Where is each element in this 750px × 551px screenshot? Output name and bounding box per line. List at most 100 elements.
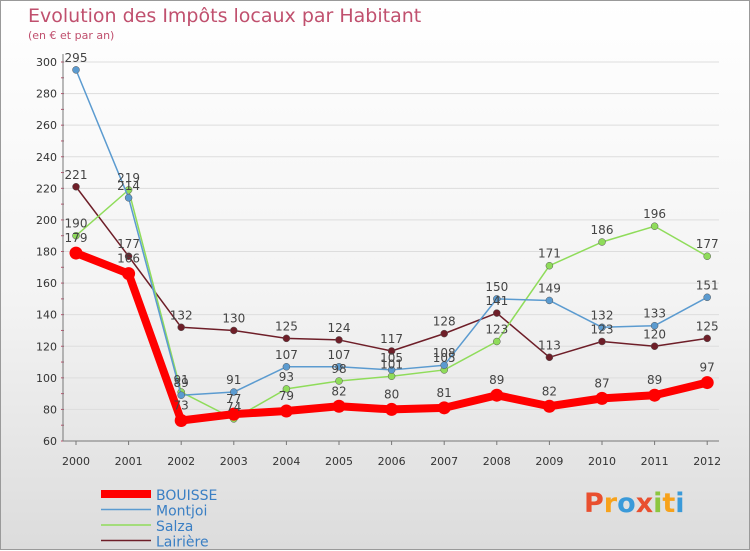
data-label-salza: 74 — [226, 400, 241, 414]
data-label-salza: 93 — [279, 370, 294, 384]
data-label-lairière: 123 — [591, 323, 614, 337]
y-tick-label: 280 — [36, 88, 57, 101]
legend-label-lairière: Lairière — [156, 535, 209, 551]
chart-subtitle: (en € et par an) — [28, 29, 115, 42]
data-label-lairière: 124 — [328, 321, 351, 335]
data-point-montjoi — [703, 293, 711, 302]
data-point-salza — [493, 337, 501, 346]
data-point-bouisse — [595, 391, 609, 405]
data-label-lairière: 125 — [275, 319, 298, 333]
data-point-lairière — [387, 347, 396, 355]
data-label-bouisse: 97 — [700, 361, 715, 375]
data-label-lairière: 130 — [222, 311, 245, 325]
x-tick-label: 2001 — [115, 455, 143, 468]
data-point-montjoi — [440, 361, 448, 369]
legend-label-bouisse: BOUISSE — [156, 488, 217, 504]
data-label-bouisse: 73 — [174, 398, 189, 412]
data-point-salza — [650, 222, 659, 230]
x-tick-label: 2008 — [483, 455, 511, 468]
data-point-bouisse — [332, 399, 346, 413]
data-label-lairière: 113 — [538, 338, 561, 352]
data-label-montjoi: 132 — [591, 308, 614, 322]
x-tick-label: 2007 — [430, 455, 458, 468]
data-point-bouisse — [122, 267, 136, 281]
grid — [63, 61, 719, 442]
x-tick-label: 2002 — [167, 455, 195, 468]
data-label-bouisse: 81 — [437, 386, 452, 400]
data-label-salza: 123 — [485, 323, 508, 337]
data-point-lairière — [282, 334, 291, 343]
data-point-salza — [703, 252, 711, 260]
data-label-bouisse: 77 — [226, 392, 241, 406]
data-point-lairière — [493, 309, 501, 317]
data-label-salza: 171 — [538, 247, 561, 261]
data-point-salza — [335, 377, 343, 385]
data-label-montjoi: 108 — [433, 346, 456, 360]
data-point-montjoi — [72, 66, 80, 74]
data-label-lairière: 177 — [117, 237, 140, 251]
data-point-bouisse — [69, 246, 83, 260]
data-label-salza: 105 — [433, 351, 456, 365]
data-label-salza: 101 — [380, 357, 403, 371]
data-point-montjoi — [335, 363, 343, 371]
y-tick-label: 120 — [36, 340, 57, 353]
data-label-lairière: 128 — [433, 315, 456, 329]
data-point-montjoi — [124, 194, 133, 202]
data-point-lairière — [177, 323, 185, 332]
data-point-lairière — [545, 353, 554, 362]
x-tick-label: 2011 — [641, 455, 669, 468]
data-label-montjoi: 151 — [696, 278, 719, 292]
data-label-montjoi: 133 — [643, 307, 666, 321]
data-point-salza — [545, 261, 554, 270]
proxiti-logo: Proxiti — [584, 488, 685, 519]
data-label-lairière: 132 — [170, 308, 193, 322]
data-label-lairière: 141 — [485, 294, 508, 308]
data-point-lairière — [230, 326, 238, 335]
data-label-montjoi: 105 — [380, 351, 403, 365]
data-label-montjoi: 295 — [65, 51, 88, 65]
data-point-montjoi — [282, 363, 291, 371]
data-label-salza: 177 — [696, 237, 719, 251]
data-label-montjoi: 89 — [174, 376, 189, 390]
data-point-montjoi — [230, 388, 238, 396]
data-label-salza: 186 — [591, 223, 614, 237]
data-label-bouisse: 80 — [384, 387, 399, 401]
x-tick-label: 2000 — [62, 455, 90, 468]
data-point-lairière — [703, 334, 711, 343]
x-tick-label: 2010 — [588, 455, 616, 468]
legend-label-montjoi: Montjoi — [156, 504, 207, 520]
data-label-montjoi: 149 — [538, 281, 561, 295]
data-label-bouisse: 79 — [279, 389, 294, 403]
y-tick-label: 80 — [43, 403, 57, 416]
data-label-montjoi: 150 — [485, 280, 508, 294]
data-point-montjoi — [650, 321, 659, 330]
data-label-lairière: 125 — [696, 319, 719, 333]
legend-label-salza: Salza — [156, 519, 193, 535]
x-tick-label: 2003 — [220, 455, 248, 468]
data-label-salza: 98 — [331, 362, 346, 376]
data-label-bouisse: 82 — [331, 384, 346, 398]
y-tick-label: 240 — [36, 151, 57, 164]
y-tick-label: 100 — [36, 372, 57, 385]
data-label-bouisse: 179 — [65, 231, 88, 245]
data-label-montjoi: 107 — [328, 348, 351, 362]
data-point-bouisse — [227, 407, 241, 421]
data-point-bouisse — [490, 388, 504, 402]
y-tick-label: 160 — [36, 277, 57, 290]
x-tick-label: 2009 — [535, 455, 563, 468]
data-label-salza: 196 — [643, 207, 666, 221]
data-point-lairière — [650, 342, 659, 350]
y-tick-label: 260 — [36, 119, 57, 132]
x-tick-label: 2012 — [693, 455, 721, 468]
y-tick-label: 220 — [36, 182, 57, 195]
data-point-bouisse — [700, 376, 714, 390]
data-point-bouisse — [279, 404, 293, 418]
data-label-salza: 190 — [65, 217, 88, 231]
y-tick-label: 140 — [36, 309, 57, 322]
series-layer — [69, 66, 714, 427]
x-tick-label: 2004 — [272, 455, 300, 468]
data-label-salza: 219 — [117, 171, 140, 185]
